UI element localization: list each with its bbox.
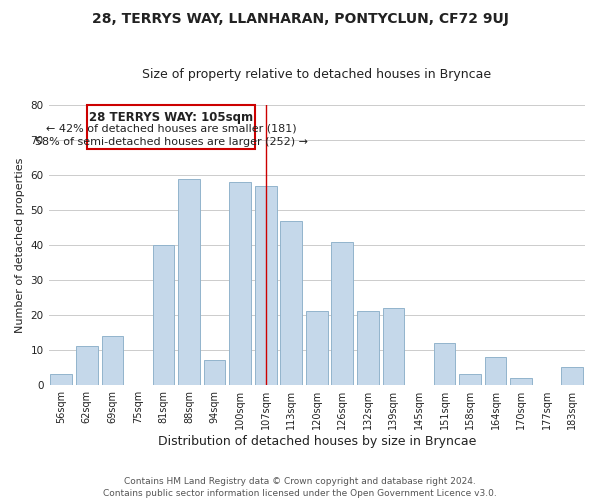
Y-axis label: Number of detached properties: Number of detached properties — [15, 158, 25, 332]
Text: 58% of semi-detached houses are larger (252) →: 58% of semi-detached houses are larger (… — [35, 136, 308, 146]
Bar — [331, 242, 353, 384]
Bar — [178, 178, 200, 384]
Bar — [434, 343, 455, 384]
Bar — [204, 360, 226, 384]
Bar — [255, 186, 277, 384]
Text: 28 TERRYS WAY: 105sqm: 28 TERRYS WAY: 105sqm — [89, 110, 253, 124]
Text: Contains HM Land Registry data © Crown copyright and database right 2024.
Contai: Contains HM Land Registry data © Crown c… — [103, 476, 497, 498]
Bar — [562, 367, 583, 384]
Bar — [459, 374, 481, 384]
Text: 28, TERRYS WAY, LLANHARAN, PONTYCLUN, CF72 9UJ: 28, TERRYS WAY, LLANHARAN, PONTYCLUN, CF… — [92, 12, 508, 26]
Bar — [485, 357, 506, 384]
Text: ← 42% of detached houses are smaller (181): ← 42% of detached houses are smaller (18… — [46, 124, 296, 134]
Bar — [280, 220, 302, 384]
Bar — [101, 336, 123, 384]
Bar — [152, 245, 175, 384]
Bar — [510, 378, 532, 384]
Bar — [50, 374, 72, 384]
Title: Size of property relative to detached houses in Bryncae: Size of property relative to detached ho… — [142, 68, 491, 80]
X-axis label: Distribution of detached houses by size in Bryncae: Distribution of detached houses by size … — [158, 434, 476, 448]
Bar — [357, 312, 379, 384]
FancyBboxPatch shape — [87, 106, 256, 149]
Bar — [229, 182, 251, 384]
Bar — [383, 308, 404, 384]
Bar — [76, 346, 98, 385]
Bar — [306, 312, 328, 384]
